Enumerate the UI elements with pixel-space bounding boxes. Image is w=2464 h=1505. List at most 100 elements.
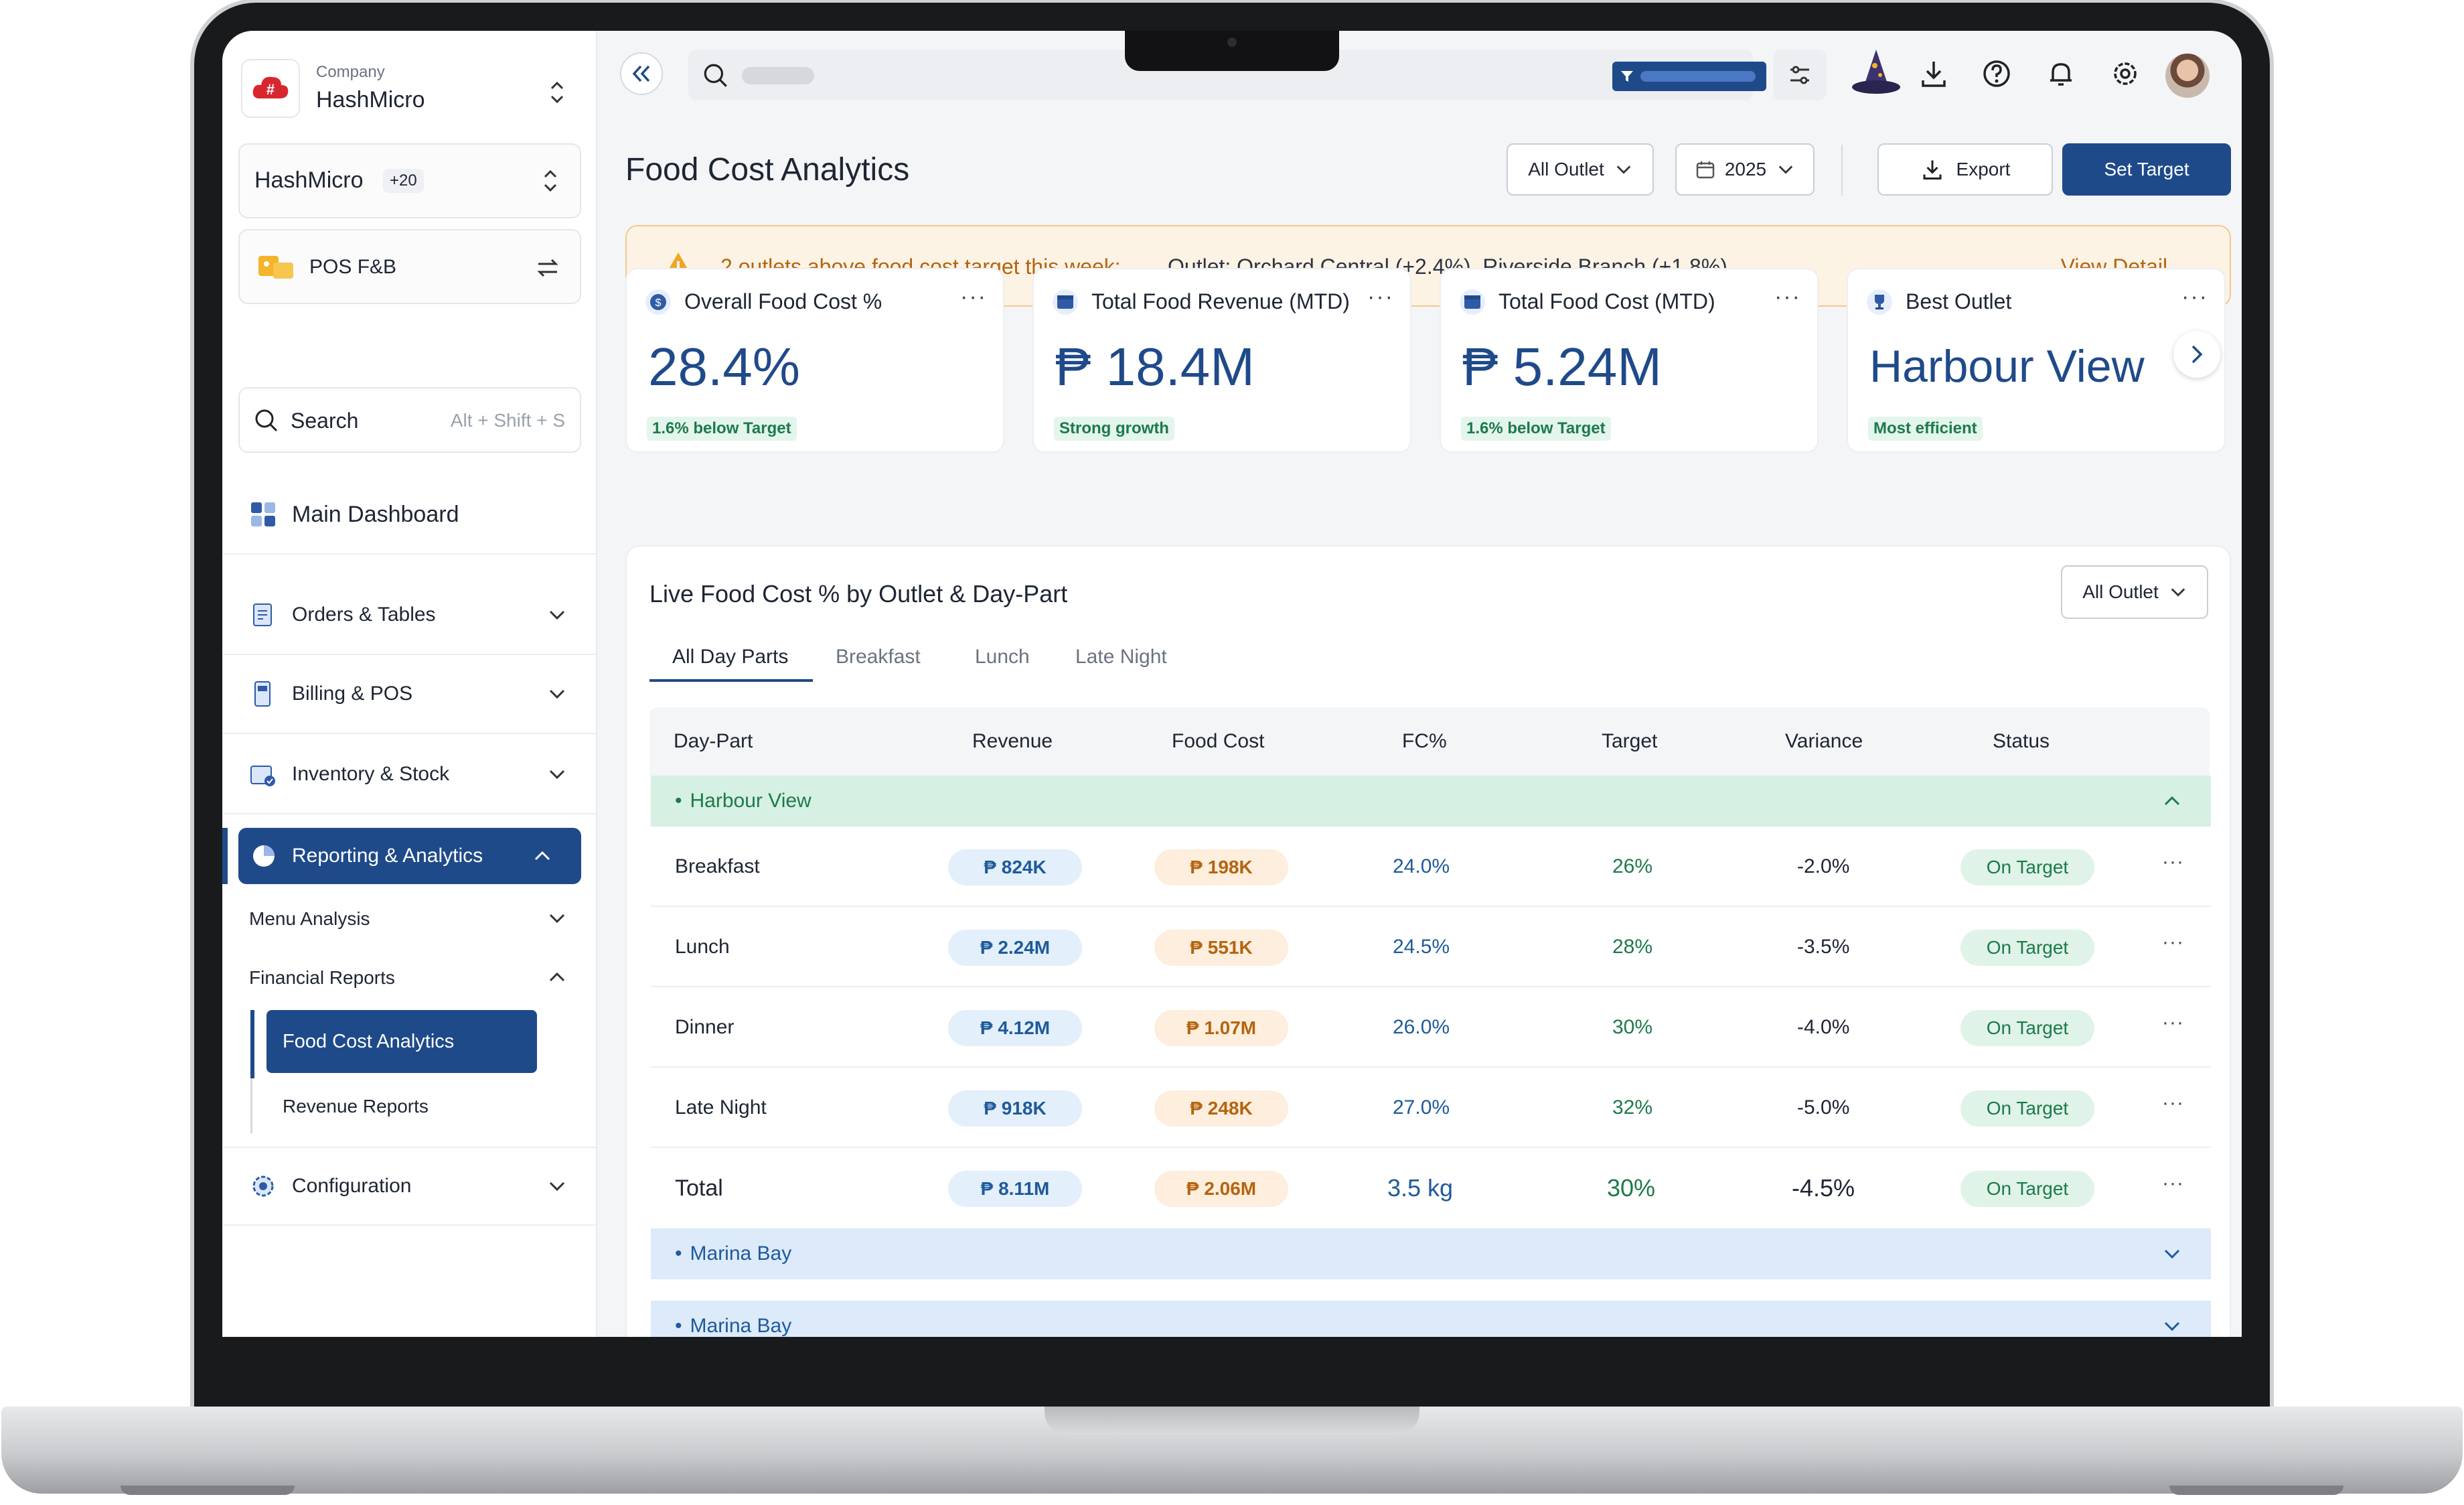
more-icon[interactable]: ··· [2181, 284, 2208, 309]
live-outlet-filter-dropdown[interactable]: All Outlet [2061, 565, 2208, 619]
kpi-title: Total Food Cost (MTD) [1498, 289, 1715, 313]
set-target-button[interactable]: Set Target [2062, 143, 2231, 196]
tab-lunch[interactable]: Lunch [975, 646, 1030, 668]
branch-chevron-icon [544, 169, 557, 192]
filter-chip[interactable] [1612, 62, 1766, 91]
outlet-filter-dropdown[interactable]: All Outlet [1507, 143, 1654, 196]
download-icon[interactable] [1918, 58, 1950, 90]
chevron-down-icon [549, 610, 565, 620]
nav-configuration[interactable]: Configuration [222, 1147, 596, 1226]
chevron-down-icon [1616, 165, 1631, 174]
chevron-down-icon [2171, 588, 2185, 597]
group-row-harbour-view[interactable]: • Harbour View [651, 776, 2211, 827]
tab-all-day-parts[interactable]: All Day Parts [672, 646, 789, 668]
column-header: Status [1993, 730, 2050, 752]
dollar-icon: $ [645, 289, 671, 315]
year-filter-label: 2025 [1724, 159, 1767, 180]
help-icon[interactable] [1981, 58, 2013, 90]
nav-orders-tables[interactable]: Orders & Tables [222, 576, 596, 655]
chevron-up-icon [549, 972, 565, 982]
bell-icon[interactable] [2045, 58, 2077, 90]
branch-count-badge: +20 [383, 169, 424, 193]
branch-selector[interactable]: HashMicro +20 [238, 143, 581, 218]
nav-financial-reports-label: Financial Reports [249, 967, 395, 988]
kpi-value: 28.4% [648, 337, 800, 397]
group-name: Harbour View [690, 790, 812, 812]
kpi-badge: 1.6% below Target [1461, 417, 1611, 441]
nav-reporting-analytics-label: Reporting & Analytics [292, 845, 483, 867]
search-input[interactable]: Search Alt + Shift + S [238, 387, 581, 453]
avatar[interactable] [2165, 54, 2210, 98]
nav-inventory-stock[interactable]: Inventory & Stock [222, 735, 596, 814]
more-icon[interactable]: ··· [2162, 851, 2184, 873]
search-icon [255, 409, 278, 432]
more-icon[interactable]: ··· [2162, 1011, 2184, 1033]
more-icon[interactable]: ··· [1367, 284, 1394, 309]
kpi-card-total-food-cost: Total Food Cost (MTD) ··· ₱ 5.24M 1.6% b… [1440, 268, 1819, 453]
tab-breakfast[interactable]: Breakfast [836, 646, 921, 668]
nav-revenue-reports[interactable]: Revenue Reports [283, 1096, 429, 1117]
filter-icon [1621, 71, 1633, 82]
more-icon[interactable]: ··· [1774, 284, 1801, 309]
collapse-sidebar-button[interactable] [620, 52, 663, 95]
more-icon[interactable]: ··· [2162, 931, 2184, 953]
column-header: Variance [1785, 730, 1863, 752]
branch-name: HashMicro [254, 167, 364, 193]
live-card-title: Live Food Cost % by Outlet & Day-Part [649, 580, 1068, 607]
nav-billing-pos-label: Billing & POS [292, 683, 413, 705]
cell-food-cost: ₱ 2.06M [1154, 1171, 1288, 1207]
inventory-icon [249, 760, 277, 788]
company-logo: # [241, 59, 300, 118]
more-icon[interactable]: ··· [2162, 1172, 2184, 1194]
nav-financial-reports[interactable]: Financial Reports [222, 948, 596, 1006]
settings-sliders-button[interactable] [1773, 50, 1827, 100]
export-label: Export [1956, 159, 2011, 180]
module-selector[interactable]: POS F&B [238, 229, 581, 304]
column-header: Target [1602, 730, 1658, 752]
global-search-bar[interactable] [688, 50, 1766, 100]
gear-icon[interactable] [2109, 58, 2141, 90]
more-icon[interactable]: ··· [960, 284, 987, 309]
cell-variance: -3.5% [1797, 936, 1850, 958]
tab-late-night[interactable]: Late Night [1075, 646, 1167, 668]
nav-menu-analysis[interactable]: Menu Analysis [222, 889, 596, 947]
dashboard-icon [249, 500, 277, 528]
chevron-up-icon [2164, 796, 2180, 806]
nav-main-dashboard[interactable]: Main Dashboard [222, 476, 596, 555]
swap-icon[interactable] [534, 255, 561, 281]
table-total-row: Total ₱ 8.11M ₱ 2.06M 3.5 kg 30% -4.5% O… [651, 1148, 2211, 1228]
group-row-marina-bay-2[interactable]: • Marina Bay [651, 1301, 2211, 1337]
chevron-up-icon [534, 851, 550, 861]
filter-chip-skeleton [1640, 71, 1756, 82]
live-outlet-filter-label: All Outlet [2082, 581, 2159, 602]
search-shortcut: Alt + Shift + S [450, 410, 565, 431]
calendar-icon [1053, 289, 1078, 315]
cell-fc: 27.0% [1393, 1096, 1450, 1119]
cell-fc: 3.5 kg [1387, 1174, 1454, 1202]
export-button[interactable]: Export [1877, 143, 2053, 196]
nav-reporting-analytics[interactable]: Reporting & Analytics [238, 828, 581, 884]
status-badge: On Target [1960, 1010, 2094, 1046]
pie-chart-icon [253, 845, 275, 867]
more-icon[interactable]: ··· [2162, 1092, 2184, 1114]
next-kpi-button[interactable] [2173, 331, 2220, 378]
company-switch-icon[interactable] [548, 78, 566, 107]
laptop-opening-notch [1045, 1407, 1419, 1435]
cell-food-cost: ₱ 551K [1154, 930, 1288, 966]
kpi-card-best-outlet: Best Outlet ··· Harbour View Most effici… [1847, 268, 2226, 453]
cell-variance: -5.0% [1797, 1096, 1850, 1119]
year-filter-dropdown[interactable]: 2025 [1675, 143, 1815, 196]
nav-billing-pos[interactable]: Billing & POS [222, 655, 596, 734]
status-badge: On Target [1960, 1171, 2094, 1207]
group-row-marina-bay[interactable]: • Marina Bay [651, 1228, 2211, 1279]
column-header: Food Cost [1172, 730, 1265, 752]
cell-fc: 26.0% [1393, 1016, 1450, 1038]
kpi-value: ₱ 18.4M [1055, 337, 1255, 397]
kpi-badge: 1.6% below Target [647, 417, 797, 441]
cell-daypart: Breakfast [675, 855, 760, 877]
chevron-down-icon [2164, 1249, 2180, 1259]
screen: # Company HashMicro HashMicro +20 POS F&… [222, 31, 2242, 1337]
kpi-title: Overall Food Cost % [684, 289, 882, 313]
nav-food-cost-analytics[interactable]: Food Cost Analytics [266, 1010, 537, 1073]
wizard-hat-icon[interactable] [1849, 47, 1903, 100]
